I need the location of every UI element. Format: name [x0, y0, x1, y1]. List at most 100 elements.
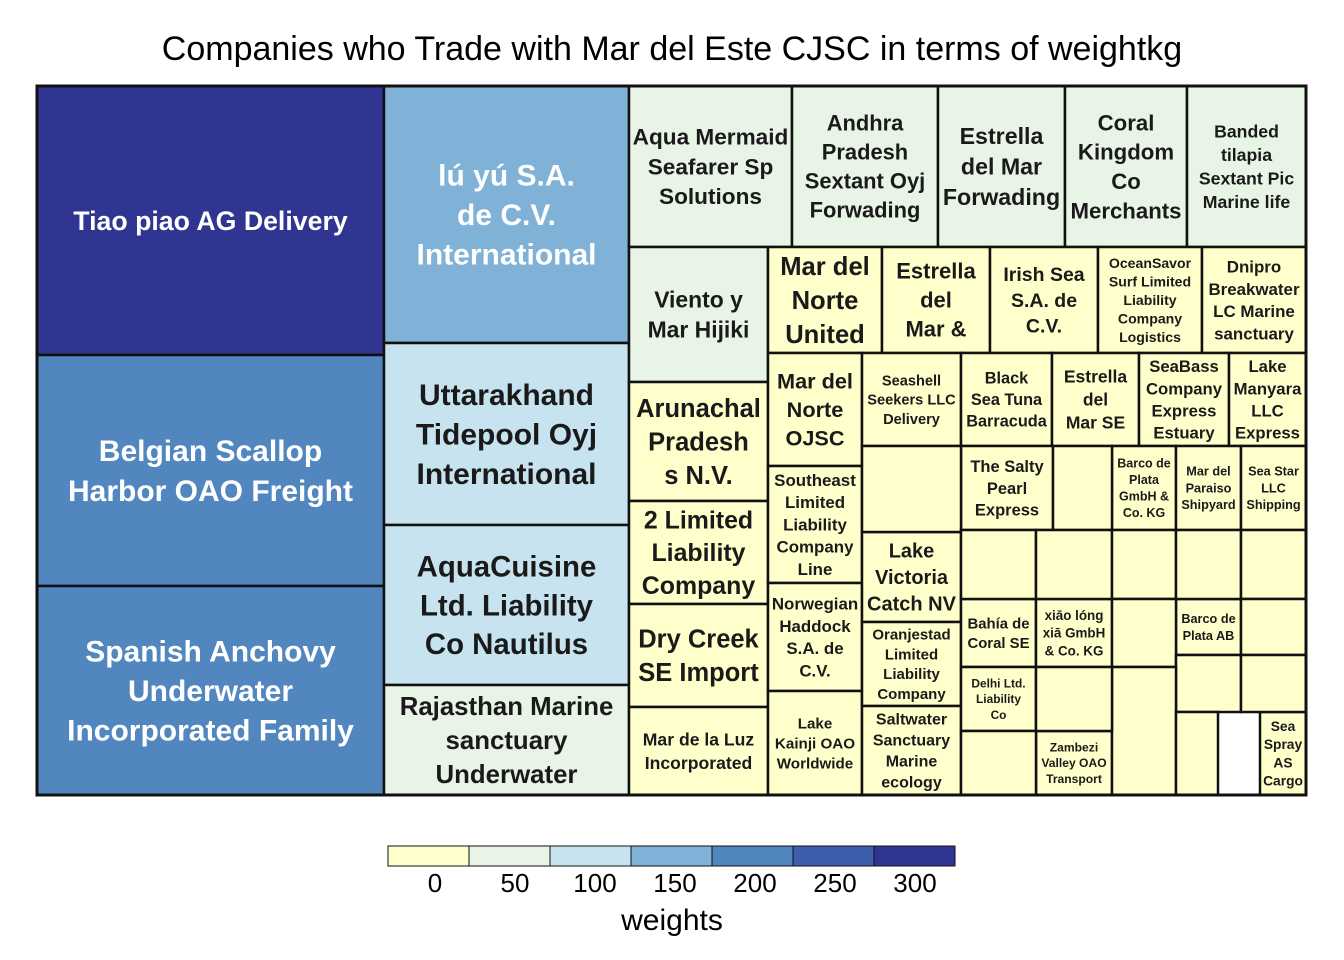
treemap-cell-label: Estrella	[896, 259, 976, 284]
treemap-cell-label: Sextant Pic	[1199, 168, 1295, 188]
treemap-cell-label: Shipyard	[1181, 498, 1235, 512]
treemap-cell-belgian-scallop-harbor-oao-freight: Belgian Scallop Harbor OAO Freight	[35, 353, 386, 588]
treemap-cell-label: Limited	[785, 493, 845, 512]
treemap-cell-irish-sea-s-a-de-c-v: Irish Sea S.A. de C.V.	[988, 245, 1100, 355]
treemap-cell-label: Kingdom	[1078, 140, 1174, 165]
treemap-cell-unlabeled	[1174, 710, 1220, 797]
treemap-cell-label: Rajasthan Marine	[400, 693, 614, 721]
treemap-cell-label: SeaBass	[1149, 357, 1219, 376]
treemap-cell-label: Sanctuary	[873, 733, 950, 750]
treemap-cell-rect	[35, 584, 386, 797]
treemap-cell-label: Mar &	[905, 317, 966, 342]
treemap-cell-oceansavor-surf-limited-liability-company-logistics: OceanSavor Surf Limited Liability Company Lo…	[1096, 245, 1204, 355]
treemap-cell-rect	[1137, 351, 1231, 448]
treemap-cell-andhra-pradesh-sextant-oyj-forwading: Andhra Pradesh Sextant Oyj Forwading	[790, 84, 940, 249]
treemap-cell-label: Liability	[976, 692, 1021, 706]
treemap-cell-rect	[880, 245, 992, 355]
treemap-cell-rect	[1239, 597, 1308, 657]
treemap-cell-label: Sea Tuna	[971, 391, 1043, 409]
treemap-cell-label: Mar SE	[1066, 413, 1125, 433]
treemap-cell-label: xiāo lóng	[1045, 608, 1104, 623]
treemap-cell-rect	[1051, 444, 1114, 532]
treemap-cell-label: AquaCuisine	[417, 550, 597, 583]
treemap-cell-label: xiā GmbH	[1043, 626, 1106, 641]
treemap-cell-label: Barracuda	[966, 413, 1047, 431]
treemap-cell-label: Valley OAO	[1041, 756, 1106, 770]
treemap-cell-label: Estrella	[1064, 367, 1127, 387]
treemap-cell-label: Plata AB	[1183, 629, 1235, 643]
treemap-cell-aquacuisine-ltd-liability-co-nautilus: AquaCuisine Ltd. Liability Co Nautilus	[382, 523, 631, 687]
treemap-cell-label: Catch NV	[867, 593, 957, 615]
treemap-cell-unlabeled	[1110, 597, 1178, 669]
treemap-cell-aqua-mermaid-seafarer-sp-solutions: Aqua Mermaid Seafarer Sp Solutions	[627, 84, 794, 249]
treemap-cell-label: International	[416, 458, 596, 491]
treemap-cell-mar-del-norte-united: Mar del Norte United	[766, 245, 884, 355]
treemap-cell-label: Mar Hijiki	[648, 317, 750, 343]
treemap-cell-label: Underwater	[128, 675, 293, 708]
treemap-cell-norwegian-haddock-s-a-de-c-v: Norwegian Haddock S.A. de C.V.	[766, 581, 864, 693]
treemap-cell-the-salty-pearl-express: The Salty Pearl Express	[959, 444, 1055, 532]
treemap-cell-label: Co. KG	[1123, 506, 1165, 520]
treemap-cell-rect	[1174, 597, 1243, 657]
treemap-cell-rect	[627, 705, 770, 797]
treemap-cell-label: Harbor OAO Freight	[68, 475, 353, 508]
treemap-cell-label: lú yú S.A.	[438, 159, 575, 192]
treemap-cell-black-sea-tuna-barracuda: Black Sea Tuna Barracuda	[959, 351, 1054, 448]
treemap-cell-label: Shipping	[1246, 498, 1300, 512]
treemap-cell-2-limited-liability-company: 2 Limited Liability Company	[627, 499, 770, 606]
treemap-cell-label: Aqua Mermaid	[633, 125, 789, 150]
treemap-cell-banded-tilapia-sextant-pic-marine-life: Banded tilapia Sextant Pic Marine life	[1185, 84, 1308, 249]
treemap-cell-label: Belgian Scallop	[99, 435, 322, 468]
treemap-cell-label: del	[920, 288, 952, 313]
treemap-cell-rect	[766, 245, 884, 355]
treemap-cell-label: Co	[1111, 169, 1141, 194]
treemap-cell-coral-kingdom-co-merchants: Coral Kingdom Co Merchants	[1063, 84, 1189, 249]
treemap-cell-unlabeled	[1034, 528, 1114, 601]
treemap-cell-label: The Salty	[970, 458, 1044, 476]
treemap-cell-dnipro-breakwater-lc-marine-sanctuary: Dnipro Breakwater LC Marine sanctuary	[1200, 245, 1308, 355]
treemap-cell-label: Dry Creek	[638, 626, 759, 654]
treemap-cell-label: Company	[777, 538, 855, 557]
treemap-cell-rect	[35, 353, 386, 588]
treemap-cell-label: Saltwater	[876, 711, 947, 728]
treemap-cell-label: Tidepool Oyj	[416, 419, 597, 452]
treemap-cell-saltwater-sanctuary-marine-ecology: Saltwater Sanctuary Marine ecology	[860, 704, 963, 797]
treemap-cell-unlabeled	[959, 528, 1038, 601]
treemap-cell-unlabeled	[1051, 444, 1114, 532]
treemap-cell-unlabeled	[1239, 597, 1308, 657]
treemap-cell-sea-spray-as-cargo: Sea Spray AS Cargo	[1258, 710, 1308, 797]
treemap-cell-rect	[1174, 710, 1220, 797]
treemap-cell-barco-de-plata-gmbh-co-kg: Barco de Plata GmbH & Co. KG	[1110, 444, 1178, 532]
treemap-cell-label: S.A. de	[1011, 290, 1077, 312]
treemap-cell-oranjestad-limited-liability-company: Oranjestad Limited Liability Company	[860, 620, 963, 708]
treemap-cell-rect	[766, 351, 864, 468]
treemap-cell-label: LLC	[1261, 481, 1286, 495]
treemap-cell-label: del Mar	[961, 154, 1042, 180]
treemap-cell-label: Delhi Ltd.	[971, 676, 1025, 690]
treemap-cell-bah-a-de-coral-se: Bahía de Coral SE	[959, 597, 1038, 669]
treemap-cell-label: Manyara	[1234, 379, 1302, 398]
treemap-cell-label: Norwegian	[772, 595, 858, 614]
treemap-cell-label: Mar del	[1186, 465, 1230, 479]
treemap-cell-viento-y-mar-hijiki: Viento y Mar Hijiki	[627, 245, 770, 384]
treemap-cell-label: OJSC	[785, 426, 844, 451]
treemap-cell-rect	[1200, 245, 1308, 355]
treemap-cell-unlabeled	[1110, 528, 1178, 601]
treemap-cell-unlabeled	[1174, 528, 1243, 601]
treemap-cell-lake-manyara-llc-express: Lake Manyara LLC Express	[1227, 351, 1308, 448]
treemap-cell-rect	[766, 689, 864, 797]
treemap-cell-label: Forwading	[943, 184, 1060, 210]
treemap-cell-label: Uttarakhand	[419, 379, 594, 412]
treemap-cell-rect	[1239, 528, 1308, 601]
treemap-cell-barco-de-plata-ab: Barco de Plata AB	[1174, 597, 1243, 657]
treemap-cell-rect	[988, 245, 1100, 355]
treemap-cell-rect	[1110, 597, 1178, 669]
treemap-cell-label: de C.V.	[457, 199, 556, 232]
treemap-cell-label: Lake	[1248, 357, 1286, 376]
treemap-cell-label: Pearl	[987, 480, 1027, 498]
treemap-cell-label: GmbH &	[1119, 490, 1169, 504]
treemap-cell-label: Mar de la Luz	[643, 730, 755, 750]
treemap-cell-label: Victoria	[875, 567, 949, 589]
treemap-cell-mar-del-paraiso-shipyard: Mar del Paraiso Shipyard	[1174, 444, 1243, 532]
treemap-cell-label: SE Import	[638, 659, 759, 687]
